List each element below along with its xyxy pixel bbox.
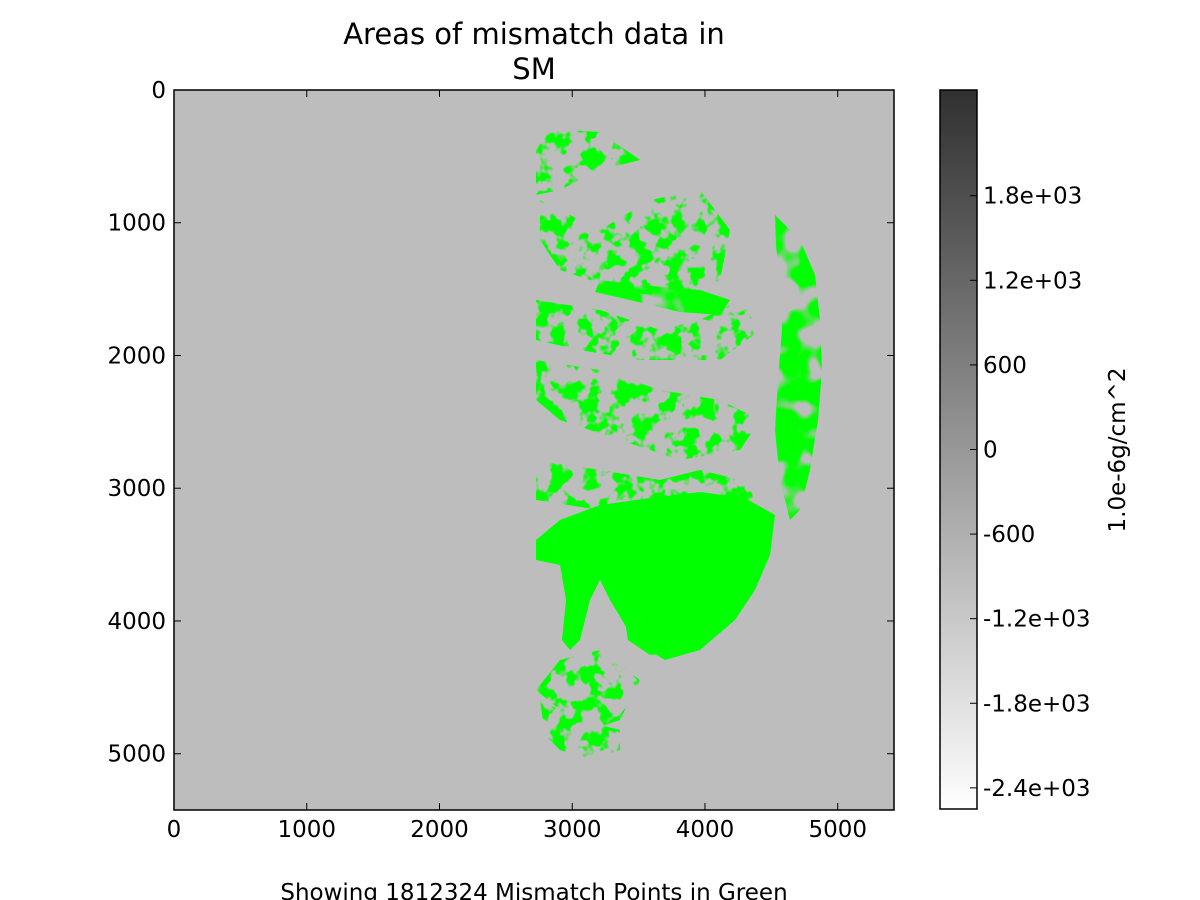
chart-title-line-1: Areas of mismatch data in <box>343 17 725 51</box>
y-tick-label: 0 <box>151 78 166 104</box>
y-axis: 0 1000 2000 3000 4000 5000 <box>107 78 894 768</box>
colorbar-tick-label: -1.8e+03 <box>983 691 1091 717</box>
plot-frame <box>173 89 895 811</box>
colorbar-tick-label: 0 <box>983 438 998 464</box>
colorbar-tick-label: -2.4e+03 <box>983 776 1091 802</box>
x-tick-label: 1000 <box>277 817 336 843</box>
chart-title-line-2: SM <box>512 52 555 86</box>
x-tick-label: 4000 <box>676 817 735 843</box>
x-axis: 0 1000 2000 3000 4000 5000 <box>167 90 867 843</box>
colorbar-tick-label: 1.8e+03 <box>983 184 1082 210</box>
y-tick-label: 2000 <box>107 343 166 369</box>
x-tick-label: 5000 <box>808 817 867 843</box>
colorbar-tick-label: -600 <box>983 522 1035 548</box>
x-tick-label: 0 <box>167 817 182 843</box>
colorbar-tick-label: 1.2e+03 <box>983 268 1082 294</box>
colorbar-label: 1.0e-6g/cm^2 <box>1105 368 1131 533</box>
colorbar-tick-label: -1.2e+03 <box>983 607 1091 633</box>
image-background <box>174 90 894 810</box>
y-tick-label: 4000 <box>107 609 166 635</box>
x-tick-label: 2000 <box>410 817 469 843</box>
y-tick-label: 1000 <box>107 211 166 237</box>
y-tick-label: 5000 <box>107 742 166 768</box>
mismatch-points-overlay <box>536 128 822 760</box>
y-tick-label: 3000 <box>107 476 166 502</box>
x-tick-label: 3000 <box>543 817 602 843</box>
mismatch-count-caption: Showing 1812324 Mismatch Points in Green <box>280 880 787 900</box>
colorbar-tick-label: 600 <box>983 353 1027 379</box>
colorbar-ticks: 1.8e+03 1.2e+03 600 0 -600 -1.2e+03 -1.8e+03 -2… <box>970 184 1091 802</box>
